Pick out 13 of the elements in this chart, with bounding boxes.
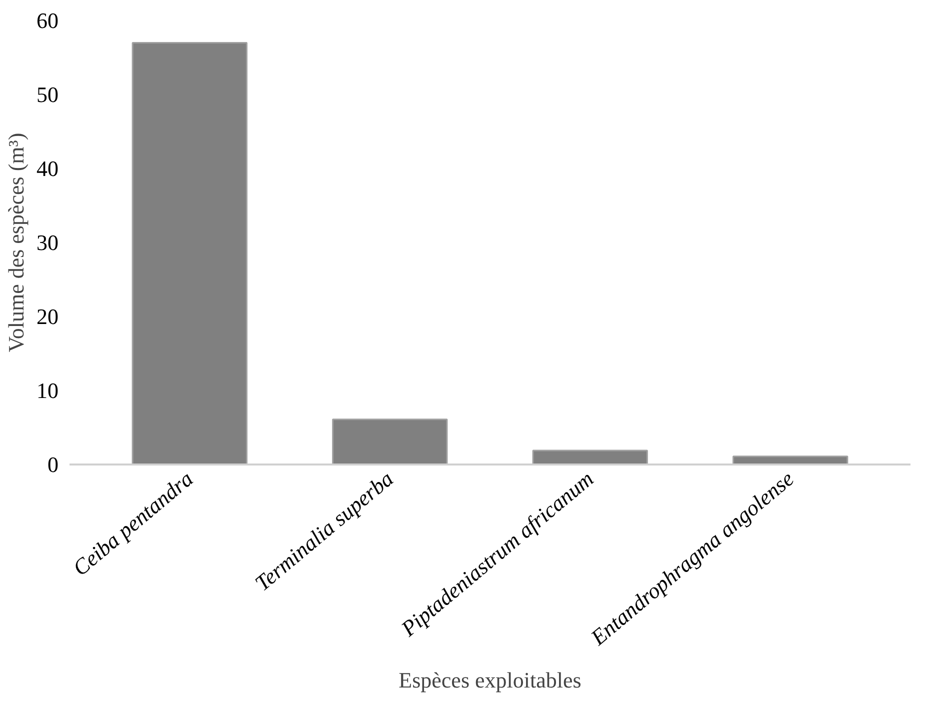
y-tick-label: 10 bbox=[36, 378, 58, 403]
y-tick-label: 50 bbox=[36, 82, 58, 107]
bar bbox=[732, 456, 848, 464]
x-axis-title: Espèces exploitables bbox=[398, 667, 582, 692]
bar bbox=[532, 450, 648, 464]
bar bbox=[132, 42, 248, 464]
y-tick-label: 40 bbox=[36, 156, 58, 181]
y-axis-title: Volume des espèces (m³) bbox=[4, 132, 28, 352]
bar bbox=[332, 418, 448, 464]
y-tick-label: 30 bbox=[36, 230, 58, 255]
y-tick-label: 20 bbox=[36, 304, 58, 329]
y-tick-label: 60 bbox=[36, 8, 58, 33]
y-tick-label: 0 bbox=[48, 452, 58, 477]
